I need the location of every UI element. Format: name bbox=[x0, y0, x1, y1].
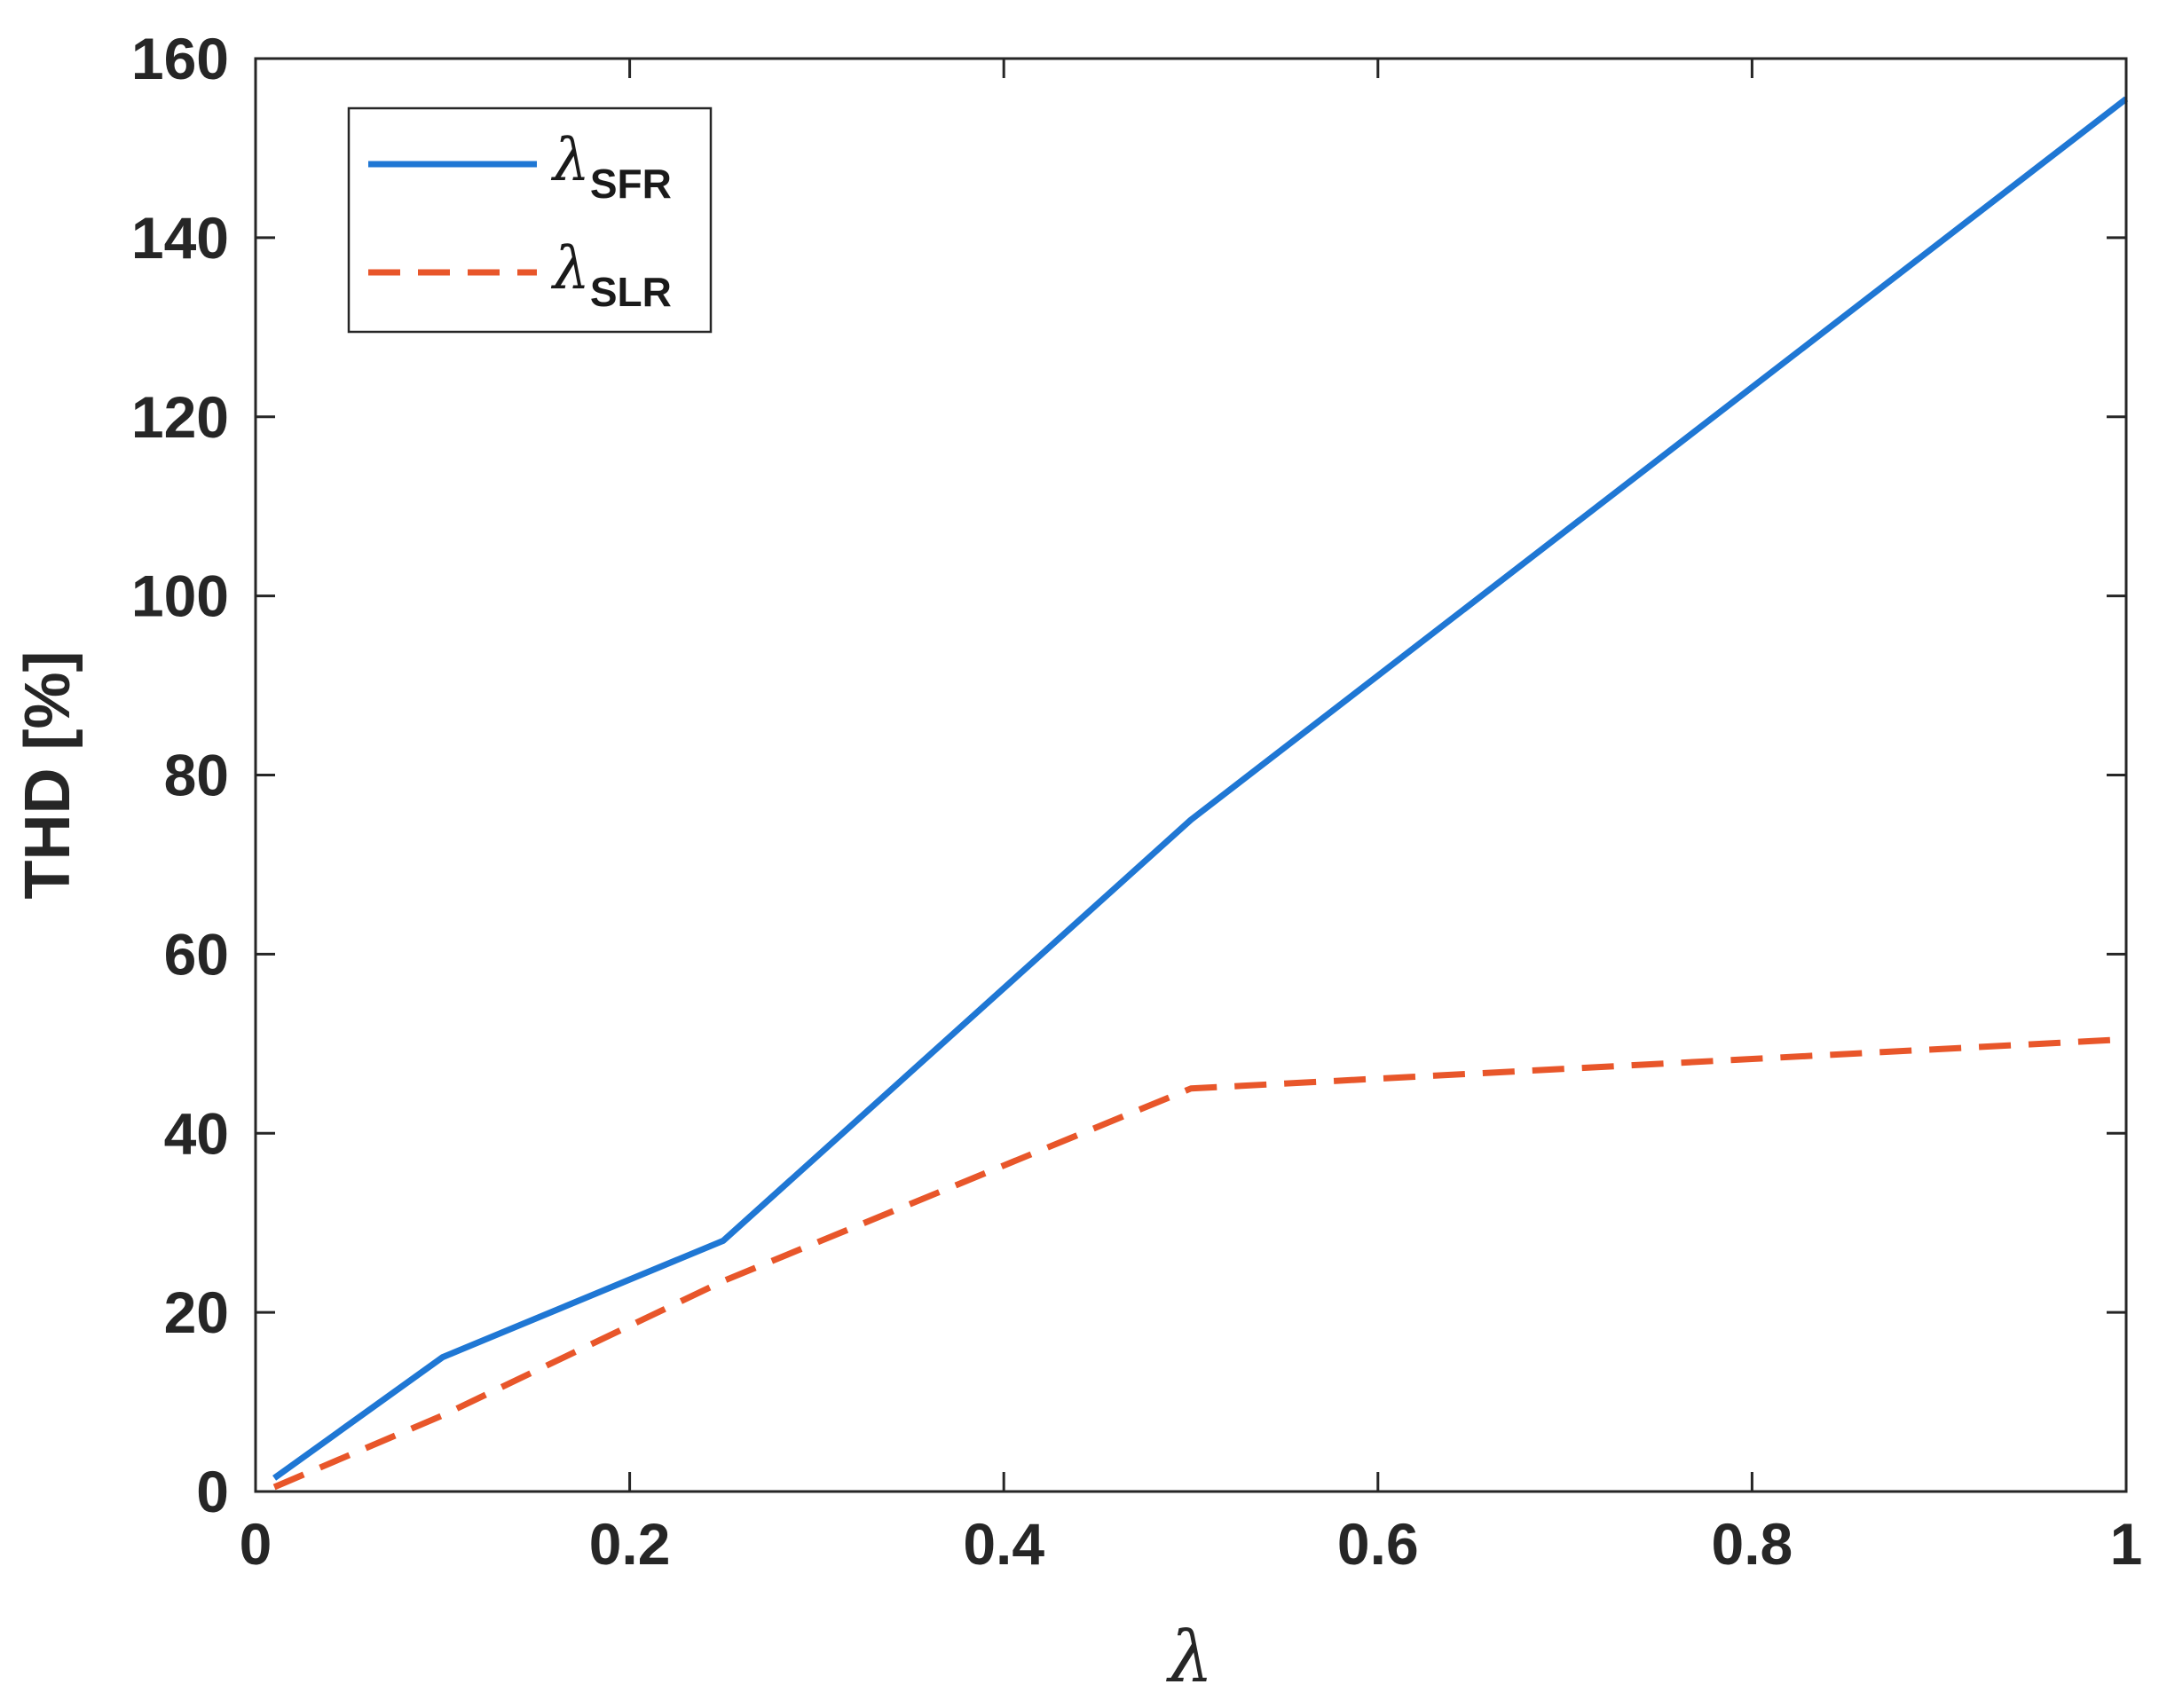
x-tick-label: 0.8 bbox=[1712, 1511, 1793, 1577]
x-tick-label: 0.4 bbox=[963, 1511, 1044, 1577]
y-tick-label: 40 bbox=[164, 1100, 229, 1166]
x-tick-label: 0 bbox=[240, 1511, 272, 1577]
y-tick-label: 140 bbox=[131, 205, 229, 271]
legend-label-sfr: λSFR bbox=[550, 126, 672, 207]
x-tick-label: 0.2 bbox=[589, 1511, 671, 1577]
legend-label-slr: λSLR bbox=[550, 234, 672, 315]
y-axis-label: THD [%] bbox=[12, 651, 83, 900]
y-tick-label: 20 bbox=[164, 1279, 229, 1345]
y-tick-label: 120 bbox=[131, 384, 229, 450]
x-tick-label: 1 bbox=[2110, 1511, 2143, 1577]
legend-box bbox=[347, 106, 713, 334]
plot-series bbox=[272, 96, 2129, 1491]
y-tick-labels: 0 20 40 60 80 100 120 140 160 bbox=[131, 26, 229, 1524]
series-line-sfr bbox=[272, 96, 2129, 1481]
x-axis-label: λ bbox=[1166, 1616, 1214, 1698]
y-tick-label: 60 bbox=[164, 921, 229, 987]
y-tick-label: 0 bbox=[196, 1459, 229, 1524]
series-line-slr bbox=[272, 1035, 2127, 1491]
x-tick-label: 0.6 bbox=[1337, 1511, 1419, 1577]
y-tick-label: 160 bbox=[131, 26, 229, 91]
axes-frame bbox=[254, 57, 2128, 1493]
legend: λSFR λSLR bbox=[347, 106, 713, 334]
y-tick-label: 100 bbox=[131, 563, 229, 629]
x-tick-labels: 0 0.2 0.4 0.6 0.8 1 bbox=[240, 1511, 2143, 1577]
y-tick-label: 80 bbox=[164, 743, 229, 808]
